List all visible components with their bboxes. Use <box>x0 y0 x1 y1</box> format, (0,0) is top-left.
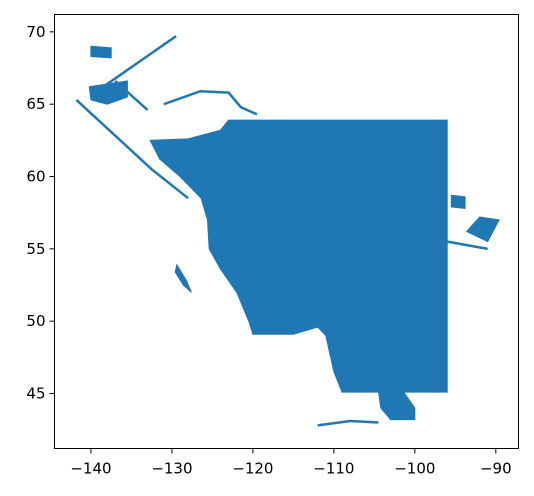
x-tick-label: −140 <box>70 460 111 478</box>
x-tick-label: −130 <box>151 460 192 478</box>
x-tick-label: −100 <box>394 460 435 478</box>
y-tick-label: 60 <box>26 168 45 186</box>
line-delta-line <box>114 80 149 111</box>
x-tick-label: −110 <box>313 460 354 478</box>
line-layer <box>75 35 488 427</box>
polygon-east-strip-north <box>450 194 466 209</box>
line-east-channel <box>446 240 488 251</box>
line-coast-line-nw <box>75 98 189 200</box>
y-tick-label: 50 <box>26 312 45 330</box>
plot-frame <box>54 14 519 449</box>
line-north-arc <box>163 89 258 116</box>
x-tick-label: −120 <box>232 460 273 478</box>
polygon-main-region <box>149 119 448 393</box>
line-long-line-north <box>98 35 177 91</box>
polygon-south-lobe <box>377 390 416 421</box>
y-tick-label: 70 <box>26 23 45 41</box>
polygon-far-north-islands <box>90 45 112 59</box>
polygon-northwest-islands <box>88 80 128 105</box>
y-tick-label: 45 <box>26 385 45 403</box>
x-tick-label: −90 <box>480 460 512 478</box>
polygon-lake-southwest <box>174 263 192 293</box>
polygon-east-strip <box>465 216 500 243</box>
y-tick-label: 65 <box>26 95 45 113</box>
y-tick-label: 55 <box>26 240 45 258</box>
axis-ticks: −140 −130 −120 −110 −100 −90 45 50 55 60 65 70 <box>26 23 511 478</box>
polygon-layer <box>88 45 500 421</box>
line-south-channel <box>317 419 379 427</box>
